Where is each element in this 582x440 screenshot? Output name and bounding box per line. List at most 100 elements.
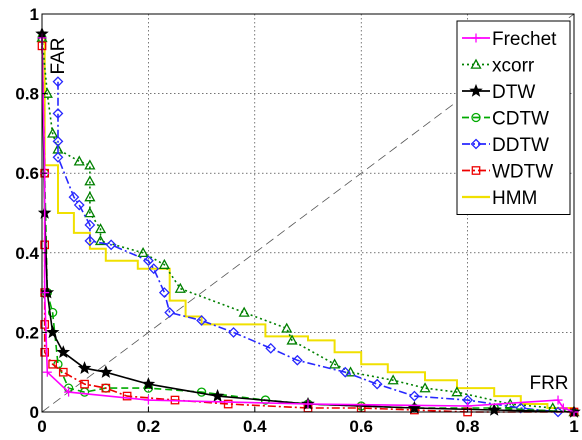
data-point <box>387 374 399 385</box>
data-point <box>122 391 132 401</box>
data-point <box>52 76 64 88</box>
data-point <box>223 399 233 409</box>
data-point <box>52 135 64 147</box>
data-point <box>238 306 250 317</box>
legend-entry: CDTW <box>462 109 549 130</box>
data-point <box>487 402 501 416</box>
data-point <box>469 83 483 97</box>
data-point <box>174 282 186 293</box>
series-line <box>42 36 574 409</box>
legend-label: DTW <box>492 82 535 103</box>
legend-label: xcorr <box>492 56 535 77</box>
data-point <box>68 191 80 203</box>
data-point <box>158 258 170 269</box>
data-point <box>101 383 111 393</box>
x-tick-label: 0.2 <box>137 417 161 436</box>
data-point <box>281 322 293 333</box>
data-point <box>73 155 85 166</box>
series-line <box>57 81 559 413</box>
data-point <box>451 386 463 397</box>
data-point <box>158 287 170 299</box>
data-point <box>471 166 481 175</box>
legend: Frechet xcorr DTW CDTW DDTW WDTW HMM <box>456 20 571 215</box>
data-point <box>99 365 113 378</box>
data-point <box>84 235 96 247</box>
x-tick-label: 0.8 <box>456 417 480 436</box>
legend-entry: HMM <box>462 188 537 209</box>
data-point <box>515 402 527 414</box>
data-point <box>47 127 59 138</box>
legend-label: CDTW <box>492 109 549 130</box>
data-point <box>73 199 85 211</box>
data-point <box>80 379 89 389</box>
data-point <box>286 334 298 345</box>
y-tick-label: 0.4 <box>15 244 39 263</box>
data-point <box>419 382 431 393</box>
data-point <box>471 33 481 43</box>
data-point <box>228 326 239 338</box>
y-tick-label: 0 <box>30 403 39 422</box>
data-point <box>328 358 341 369</box>
legend-entry: DDTW <box>462 135 549 156</box>
data-point <box>64 387 74 397</box>
data-point <box>40 347 50 357</box>
data-point <box>143 395 153 405</box>
data-point <box>52 108 64 119</box>
data-point <box>408 390 420 402</box>
plot-frame <box>41 13 575 413</box>
legend-entry: xcorr <box>462 56 535 77</box>
data-point <box>77 361 92 374</box>
data-point <box>137 246 149 258</box>
y-tick-label: 0.8 <box>15 85 39 104</box>
legend-entry: WDTW <box>462 162 553 183</box>
series-layer <box>35 26 581 418</box>
data-point <box>94 223 107 234</box>
data-point <box>84 219 96 231</box>
data-point <box>84 207 96 218</box>
series-line <box>41 37 575 413</box>
legend-label: Frechet <box>492 29 557 50</box>
x-tick-label: 0.4 <box>243 417 267 436</box>
series-ddtw <box>52 76 564 418</box>
data-point <box>210 388 225 402</box>
data-point <box>371 378 383 390</box>
data-point <box>56 345 71 359</box>
data-point <box>94 235 107 246</box>
data-point <box>470 58 482 69</box>
data-point <box>344 366 357 377</box>
data-point <box>553 395 563 405</box>
tick-labels: 0 0.2 0.4 0.6 0.8 1 0 0.2 0.4 0.6 0.8 1 <box>15 5 578 436</box>
series-hmm <box>42 36 574 409</box>
data-point <box>105 239 117 251</box>
data-point <box>58 367 68 377</box>
data-point <box>339 366 351 378</box>
data-point <box>45 325 60 339</box>
data-point <box>470 138 482 150</box>
x-axis-label: FRR <box>529 373 568 394</box>
data-point <box>148 263 160 275</box>
data-point <box>196 315 208 326</box>
data-point <box>48 359 57 369</box>
legend-label: WDTW <box>492 162 553 183</box>
series-line <box>41 45 574 413</box>
y-tick-label: 0.6 <box>15 164 39 183</box>
legend-entry: Frechet <box>462 29 557 50</box>
y-axis-label: FAR <box>48 38 69 75</box>
data-point <box>84 175 96 186</box>
data-point <box>40 320 50 329</box>
data-point <box>471 112 481 123</box>
data-point <box>42 367 52 377</box>
data-point <box>164 307 176 318</box>
legend-entry: DTW <box>462 82 535 103</box>
data-point <box>142 255 154 267</box>
y-tick-label: 0.2 <box>15 323 39 342</box>
data-point <box>291 354 303 366</box>
data-point <box>47 307 58 318</box>
legend-label: DDTW <box>492 135 549 156</box>
x-tick-label: 0 <box>37 417 46 436</box>
data-point <box>558 403 568 413</box>
data-point <box>52 151 64 163</box>
data-point <box>84 159 96 170</box>
data-point <box>141 377 156 390</box>
